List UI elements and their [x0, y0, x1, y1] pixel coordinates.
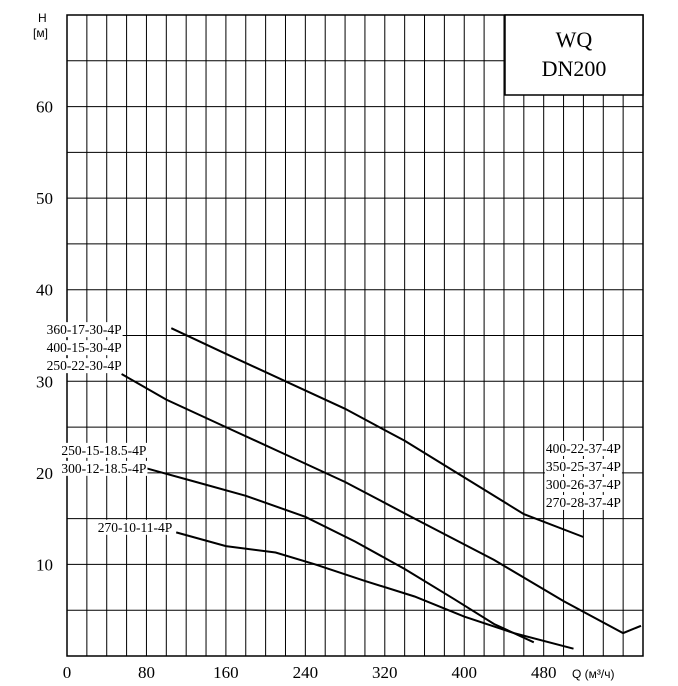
title-line-1: WQ [556, 27, 593, 52]
curve-label: 360-17-30-4P [47, 322, 122, 337]
curve-label-bg [544, 494, 622, 510]
x-tick-label: 400 [451, 663, 477, 682]
curve-line [175, 531, 574, 650]
curve-line [170, 327, 584, 538]
curve-label-bg [544, 476, 622, 492]
curve-label: 300-26-37-4P [546, 477, 621, 492]
curve-label: 270-10-11-4P [98, 520, 173, 535]
y-axis-label-line-2: [м] [33, 26, 48, 40]
curve-label: 400-22-37-4P [546, 441, 621, 456]
x-tick-label: 80 [138, 663, 155, 682]
x-tick-label: 160 [213, 663, 239, 682]
curve-label-bg [96, 519, 174, 535]
curve-label: 400-15-30-4P [47, 340, 122, 355]
y-tick-label: 40 [36, 281, 53, 300]
curve-label-bg [60, 442, 148, 458]
y-tick-label: 50 [36, 189, 53, 208]
x-tick-labels: 0 80 160 240 320 400 480 [63, 663, 557, 682]
curve-label: 350-25-37-4P [546, 459, 621, 474]
x-tick-label: 240 [293, 663, 319, 682]
y-tick-label: 30 [36, 372, 53, 391]
y-tick-labels: 10 20 30 40 50 60 [36, 98, 53, 575]
y-axis-label-line-1: H [38, 11, 47, 25]
curve-label-bg [544, 458, 622, 474]
y-tick-label: 20 [36, 464, 53, 483]
y-tick-label: 60 [36, 98, 53, 117]
curve-label-bg [45, 340, 123, 356]
curve-label-bg [60, 460, 148, 476]
curve-label: 250-15-18.5-4P [61, 443, 146, 458]
title-line-2: DN200 [542, 56, 607, 81]
curve-labels: 270-10-11-4P 250-15-18.5-4P 300-12-18.5-4P… [45, 322, 622, 535]
curve-label-bg [544, 440, 622, 456]
curve-label-bg [45, 358, 123, 374]
curve-label: 270-28-37-4P [546, 495, 621, 510]
curve-line [121, 373, 642, 635]
x-tick-label: 0 [63, 663, 72, 682]
x-tick-label: 480 [531, 663, 557, 682]
x-axis-label: Q (м³/ч) [572, 667, 615, 681]
curve-label: 250-22-30-4P [47, 358, 122, 373]
x-tick-label: 320 [372, 663, 398, 682]
curve-label-bg [45, 322, 123, 338]
curve-label: 300-12-18.5-4P [61, 461, 146, 476]
curve-line [146, 467, 535, 644]
title-box [504, 14, 644, 96]
curves [121, 327, 642, 650]
y-tick-label: 10 [36, 555, 53, 574]
